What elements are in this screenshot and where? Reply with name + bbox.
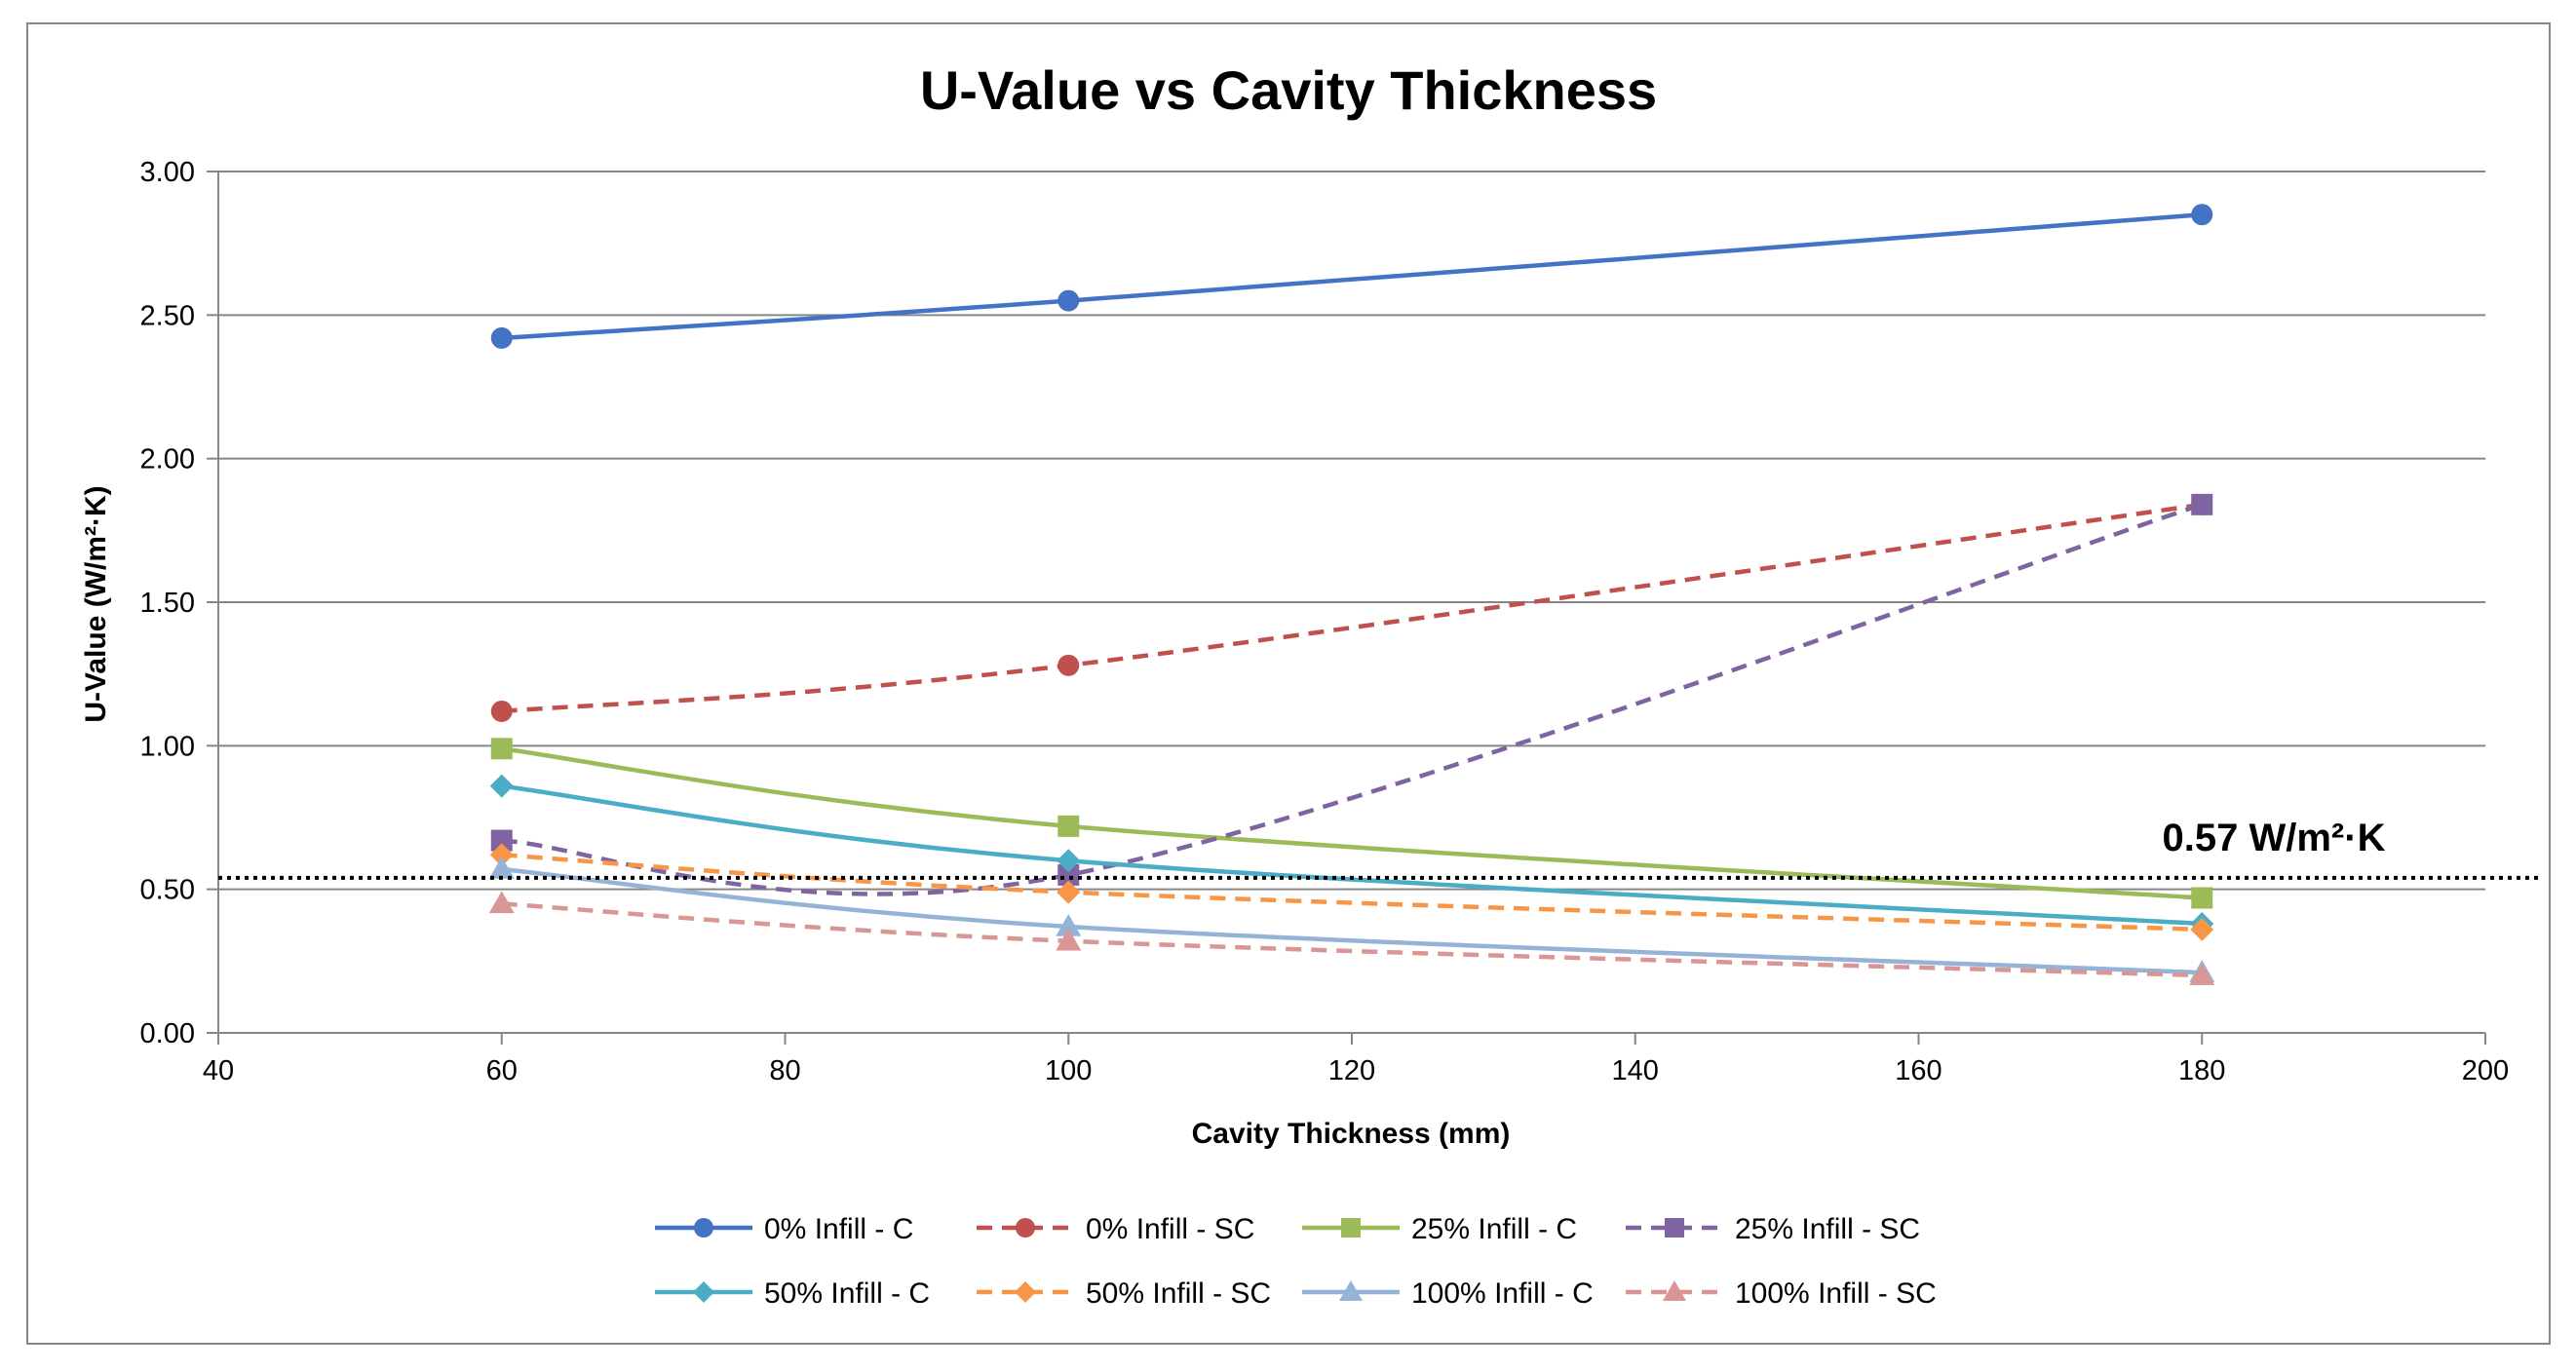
data-point [1057,654,1080,676]
data-point [1057,849,1081,873]
legend-label: 100% Infill - C [1411,1277,1594,1310]
data-point [490,700,513,722]
legend-item: 25% Infill - C [1302,1213,1577,1245]
x-tick-label: 100 [1045,1055,1092,1086]
series-group [490,204,2213,349]
legend-item: 50% Infill - C [655,1277,930,1310]
x-tick-label: 140 [1612,1055,1659,1086]
data-point [490,326,513,349]
chart-border [26,22,2551,1345]
series-line [501,783,2203,927]
series-line [501,502,2203,714]
x-tick-label: 160 [1895,1055,1942,1086]
legend-label: 50% Infill - SC [1086,1277,1271,1310]
series-group [489,843,2214,941]
legend-item: 100% Infill - SC [1626,1277,1937,1310]
y-tick-label: 1.50 [140,588,195,619]
data-point [1057,289,1080,312]
legend-swatch-marker [693,1281,714,1303]
x-tick-label: 40 [203,1055,234,1086]
reference-line-label: 0.57 W/m²·K [2163,817,2386,859]
series-line [501,901,2203,978]
data-point [488,857,515,879]
data-point [489,774,514,798]
legend-label: 0% Infill - C [764,1213,913,1245]
x-axis-title: Cavity Thickness (mm) [1192,1118,1511,1150]
legend-swatch-marker [694,1218,713,1238]
series-line [501,502,2203,896]
legend-label: 0% Infill - SC [1086,1213,1254,1245]
x-tick-label: 80 [769,1055,800,1086]
x-tick-label: 120 [1328,1055,1375,1086]
x-tick-label: 60 [486,1055,518,1086]
data-point [489,843,514,867]
y-tick-label: 2.00 [140,444,195,476]
data-point [2190,917,2214,941]
data-point [1056,928,1082,951]
legend-swatch-marker [1016,1218,1035,1238]
data-point [1056,913,1082,936]
series-line [501,866,2203,975]
legend-item: 0% Infill - C [655,1213,913,1245]
reference-line-group: 0.57 W/m²·K [218,817,2540,880]
data-point [488,891,515,914]
data-point [490,738,513,760]
legend-label: 25% Infill - SC [1735,1213,1920,1245]
legend-swatch-marker [1665,1218,1684,1238]
legend-item: 25% Infill - SC [1626,1213,1920,1245]
y-tick-label: 0.50 [140,875,195,906]
legend-swatch-marker [1663,1280,1686,1301]
legend-swatch-marker [1339,1280,1363,1301]
x-tick-label: 180 [2178,1055,2225,1086]
data-point [2191,887,2213,909]
x-tick-label: 200 [2462,1055,2509,1086]
legend-item: 100% Infill - C [1302,1277,1594,1310]
gridlines [218,171,2485,891]
legend-label: 100% Infill - SC [1735,1277,1937,1310]
legend-label: 50% Infill - C [764,1277,930,1310]
series [488,204,2215,985]
axes: 0.00 0.50 1.00 1.50 2.00 2.50 3.00 40 60 80 100 120… [140,157,2510,1086]
legend-item: 0% Infill - SC [977,1213,1254,1245]
legend-item: 50% Infill - SC [977,1277,1271,1310]
data-point [2189,963,2215,985]
data-point [2191,204,2213,226]
legend-label: 25% Infill - C [1411,1213,1577,1245]
series-group [490,493,2213,896]
series-line [501,211,2203,341]
series-line [501,746,2203,900]
series-group [490,738,2213,909]
y-tick-label: 0.00 [140,1018,195,1049]
series-line [501,853,2203,933]
data-point [1057,880,1081,904]
y-axis-title: U-Value (W/m²·K) [80,485,112,722]
data-point [1057,863,1080,886]
y-tick-label: 3.00 [140,157,195,188]
y-tick-label: 2.50 [140,300,195,331]
legend-swatch-marker [1341,1218,1361,1238]
series-group [488,891,2215,985]
legend: 0% Infill - C 0% Infill - SC 25% Infill - … [655,1213,1937,1310]
y-tick-label: 1.00 [140,731,195,762]
data-point [1057,815,1080,837]
legend-swatch-marker [1015,1281,1036,1303]
chart-title: U-Value vs Cavity Thickness [920,59,1657,121]
data-point [2191,493,2213,515]
data-point [490,829,513,852]
